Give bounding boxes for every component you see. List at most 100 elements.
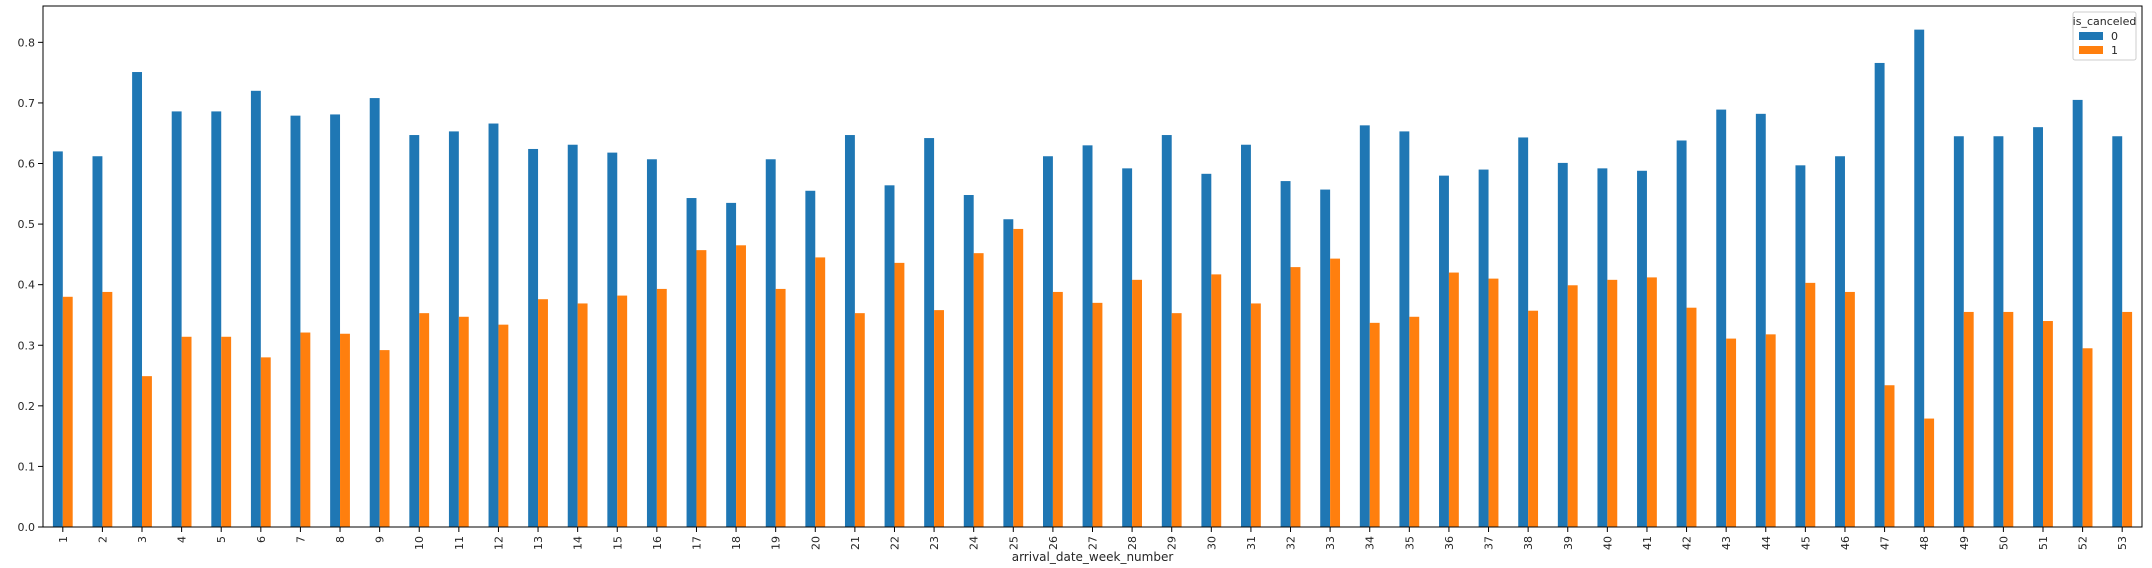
- bar-series-1-week-31: [1250, 303, 1261, 527]
- bar-series-1-week-40: [1607, 279, 1618, 527]
- x-tick-label: 25: [1007, 536, 1020, 550]
- legend-title: is_canceled: [2073, 15, 2137, 28]
- bar-series-1-week-43: [1726, 338, 1737, 527]
- bar-series-0-week-44: [1755, 113, 1766, 527]
- bar-series-0-week-12: [488, 123, 499, 527]
- bar-series-0-week-27: [1082, 145, 1093, 527]
- x-tick-label: 51: [2037, 536, 2050, 550]
- x-tick-label: 26: [1047, 536, 1060, 550]
- bar-series-0-week-6: [250, 90, 261, 527]
- bar-series-0-week-23: [924, 138, 935, 527]
- bar-series-0-week-5: [211, 111, 222, 527]
- y-tick-label: 0.8: [18, 36, 36, 49]
- bar-series-1-week-14: [577, 303, 588, 527]
- bar-series-0-week-42: [1676, 140, 1687, 528]
- plot-frame: [42, 5, 2143, 528]
- x-tick-label: 49: [1958, 536, 1971, 550]
- x-tick-label: 43: [1720, 536, 1733, 550]
- x-tick-label: 27: [1087, 536, 1100, 550]
- x-tick-label: 3: [136, 536, 149, 543]
- x-tick-label: 33: [1324, 536, 1337, 550]
- x-tick-label: 12: [492, 536, 505, 550]
- bar-series-0-week-24: [963, 195, 974, 527]
- bar-series-1-week-50: [2003, 311, 2014, 527]
- bar-series-1-week-21: [854, 313, 865, 527]
- bar-series-1-week-49: [1963, 311, 1974, 527]
- bar-series-1-week-17: [696, 250, 707, 527]
- bar-series-0-week-29: [1161, 135, 1172, 528]
- x-tick-label: 31: [1245, 536, 1258, 550]
- bar-series-1-week-26: [1052, 291, 1063, 527]
- bar-series-1-week-28: [1132, 279, 1142, 527]
- x-tick-label: 30: [1205, 536, 1218, 550]
- x-tick-label: 29: [1166, 536, 1179, 550]
- bar-series-0-week-52: [2072, 99, 2083, 528]
- bar-series-1-week-47: [1884, 385, 1895, 527]
- x-tick-label: 47: [1879, 536, 1892, 550]
- bar-series-0-week-18: [726, 202, 737, 527]
- bar-series-0-week-40: [1597, 168, 1608, 528]
- bar-series-1-week-19: [775, 288, 786, 527]
- bar-series-1-week-23: [934, 310, 944, 527]
- bar-series-0-week-30: [1201, 173, 1212, 527]
- x-tick-label: 8: [334, 536, 347, 543]
- x-tick-label: 48: [1918, 536, 1931, 550]
- bar-series-0-week-35: [1399, 131, 1410, 527]
- bar-series-1-week-11: [458, 316, 469, 527]
- x-tick-label: 52: [2077, 536, 2090, 550]
- bar-series-1-week-3: [142, 376, 152, 527]
- bar-series-0-week-9: [369, 98, 380, 527]
- bar-series-0-week-32: [1280, 181, 1291, 527]
- legend: is_canceled 01: [2072, 11, 2137, 61]
- x-tick-label: 17: [690, 536, 703, 550]
- bar-series-0-week-37: [1478, 169, 1489, 527]
- bar-series-0-week-17: [686, 198, 697, 528]
- bar-series-0-week-28: [1122, 168, 1133, 528]
- bar-series-0-week-51: [2033, 127, 2043, 527]
- x-axis-label: arrival_date_week_number: [1012, 550, 1174, 564]
- bar-series-0-week-31: [1241, 144, 1251, 528]
- bar-series-0-week-21: [844, 135, 855, 528]
- y-tick-label: 0.7: [18, 97, 36, 110]
- x-tick-label: 21: [849, 536, 862, 550]
- x-tick-label: 14: [572, 536, 585, 550]
- legend-label-1: 1: [2111, 44, 2118, 57]
- bar-series-1-week-51: [2042, 321, 2053, 527]
- bar-series-0-week-36: [1439, 175, 1449, 527]
- bar-series-1-week-52: [2082, 348, 2093, 527]
- x-tick-label: 18: [730, 536, 743, 550]
- x-tick-label: 46: [1839, 536, 1852, 550]
- y-tick-label: 0.2: [18, 400, 36, 413]
- bar-series-0-week-45: [1795, 165, 1806, 527]
- bar-series-1-week-12: [498, 324, 509, 527]
- bar-series-0-week-2: [92, 156, 103, 528]
- x-tick-label: 28: [1126, 536, 1139, 550]
- bar-series-1-week-18: [736, 245, 746, 528]
- bar-series-1-week-5: [221, 336, 232, 527]
- bar-series-0-week-49: [1953, 136, 1964, 527]
- bar-series-1-week-4: [181, 336, 192, 527]
- x-tick-label: 22: [888, 536, 901, 550]
- bar-series-1-week-33: [1330, 258, 1341, 527]
- x-tick-label: 34: [1364, 536, 1377, 550]
- bar-series-1-week-38: [1528, 310, 1539, 527]
- bar-series-0-week-4: [171, 111, 182, 527]
- x-tick-label: 11: [453, 536, 466, 550]
- bar-series-0-week-41: [1637, 170, 1647, 527]
- x-tick-label: 9: [374, 536, 387, 543]
- bar-series-1-week-30: [1211, 274, 1222, 527]
- bar-series-1-week-15: [617, 295, 628, 527]
- x-axis: 1 2 3 4 5 6 7 8 9 10 11 12 13 14 15 16 17 18 19 20 21 22 23 24 2…: [57, 527, 2129, 550]
- x-tick-label: 6: [255, 536, 268, 543]
- bar-series-1-week-1: [62, 296, 73, 527]
- y-tick-label: 0.0: [18, 521, 36, 534]
- bar-series-0-week-46: [1835, 156, 1845, 528]
- bars-layer: [52, 29, 2133, 528]
- x-tick-label: 40: [1601, 536, 1614, 550]
- bar-series-1-week-29: [1171, 313, 1182, 527]
- y-tick-label: 0.1: [18, 460, 36, 473]
- bar-series-0-week-7: [290, 115, 301, 528]
- x-tick-label: 32: [1285, 536, 1298, 550]
- y-tick-label: 0.6: [18, 158, 36, 171]
